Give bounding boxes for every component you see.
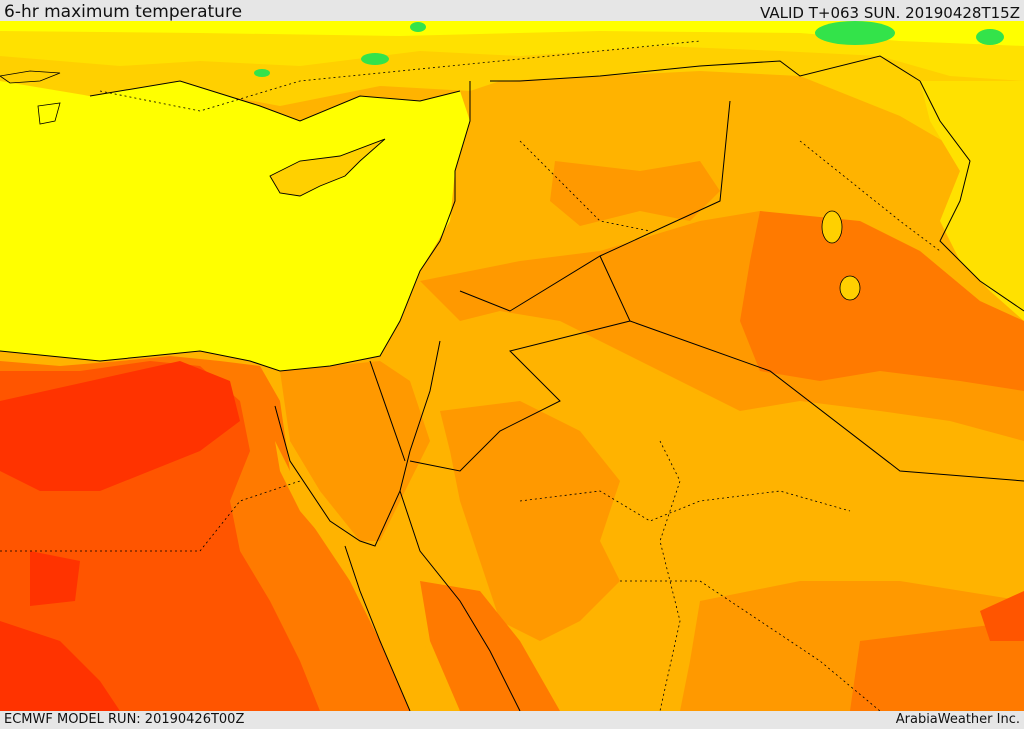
turkey-coastline	[89, 80, 461, 122]
cool-patch-west	[254, 69, 270, 77]
cool-patch-anatolia	[361, 53, 389, 65]
lake-tharthar	[821, 210, 843, 244]
sinai-coastline	[274, 340, 441, 547]
nile-delta-hot-zone	[0, 361, 240, 491]
footer-bar	[0, 711, 1024, 729]
cool-patch-coast	[410, 22, 426, 32]
gulf-coast-hot-patch	[980, 591, 1024, 641]
iraq-saudi-border	[629, 320, 1024, 482]
turkey-province-boundary	[99, 40, 701, 112]
western-desert-hot-patch	[30, 551, 80, 606]
egypt-province-boundary	[0, 480, 301, 552]
north-warm-zone	[0, 21, 1024, 81]
north-syria-zone	[550, 161, 720, 226]
rhodes-island	[37, 102, 61, 125]
saudi-province-boundary-central	[620, 580, 881, 711]
sinai-zone	[280, 361, 430, 541]
iraq-province-boundary	[799, 140, 941, 252]
gulf-of-suez	[275, 441, 345, 546]
temperature-map	[0, 21, 1024, 711]
header-bar: 6-hr maximum temperature VALID T+063 SUN…	[0, 0, 1024, 22]
iraq-hot-zone	[740, 211, 1024, 391]
map-canvas	[0, 21, 1024, 711]
syrian-desert-zone	[420, 211, 1024, 441]
eastern-saudi-hot-zone	[850, 621, 1024, 711]
turkey-syria-border	[490, 55, 921, 82]
egypt-israel-border	[369, 360, 406, 462]
hejaz-hot-zone	[420, 581, 560, 711]
saudi-province-boundary-north	[519, 490, 851, 522]
northern-saudi-zone	[440, 401, 620, 641]
cyprus-island	[269, 138, 386, 197]
cool-patch-north-east	[815, 21, 895, 45]
saudi-province-boundary-west	[659, 440, 681, 711]
levant-coastline	[0, 81, 471, 372]
aegean-islands	[0, 70, 61, 84]
north-cool-zone	[0, 21, 1024, 46]
valid-time: VALID T+063 SUN. 20190428T15Z	[760, 4, 1020, 22]
iraq-iran-border	[919, 80, 1024, 312]
model-run-label: ECMWF MODEL RUN: 20190426T00Z	[4, 712, 245, 727]
lake-razazza	[839, 275, 861, 301]
red-sea-east-coast	[399, 490, 521, 711]
credit-label: ArabiaWeather Inc.	[895, 712, 1020, 727]
red-sea-west-coast	[344, 545, 411, 711]
iran-border-zone	[920, 81, 1024, 321]
map-title: 6-hr maximum temperature	[4, 2, 243, 22]
cool-patch-far-east	[976, 29, 1004, 45]
south-egypt-hot-patch	[0, 621, 120, 711]
